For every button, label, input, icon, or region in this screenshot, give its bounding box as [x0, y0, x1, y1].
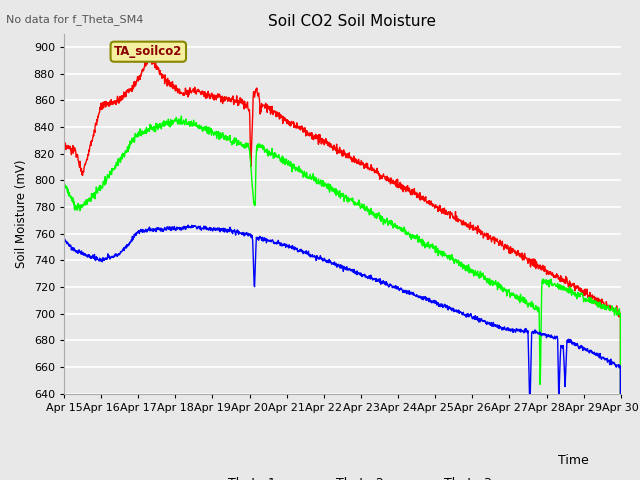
Text: Time: Time — [558, 454, 589, 467]
Theta 2 — [177, 113, 185, 119]
Theta 1 — [297, 125, 305, 131]
Theta 2 — [60, 180, 68, 186]
Line: Theta 3: Theta 3 — [64, 225, 621, 480]
Theta 3 — [103, 256, 111, 262]
Theta 2 — [378, 218, 385, 224]
Theta 3 — [60, 234, 68, 240]
Text: TA_soilco2: TA_soilco2 — [114, 45, 182, 58]
Text: Soil CO2 Soil Moisture: Soil CO2 Soil Moisture — [268, 14, 436, 29]
Theta 3 — [126, 239, 134, 245]
Theta 1 — [318, 136, 326, 142]
Legend: Theta 1, Theta 2, Theta 3: Theta 1, Theta 2, Theta 3 — [188, 472, 497, 480]
Text: No data for f_Theta_SM4: No data for f_Theta_SM4 — [6, 14, 144, 25]
Line: Theta 1: Theta 1 — [64, 57, 621, 480]
Theta 1 — [308, 136, 316, 142]
Theta 2 — [318, 179, 326, 184]
Theta 3 — [184, 222, 192, 228]
Theta 2 — [297, 166, 305, 172]
Theta 2 — [126, 143, 134, 148]
Theta 1 — [60, 141, 68, 146]
Y-axis label: Soil Moisture (mV): Soil Moisture (mV) — [15, 159, 28, 268]
Theta 3 — [378, 278, 385, 284]
Theta 1 — [103, 100, 111, 106]
Theta 1 — [126, 88, 134, 94]
Theta 2 — [308, 175, 316, 181]
Theta 2 — [103, 175, 111, 181]
Line: Theta 2: Theta 2 — [64, 116, 621, 480]
Theta 3 — [318, 257, 326, 263]
Theta 3 — [308, 254, 316, 260]
Theta 1 — [378, 174, 385, 180]
Theta 3 — [297, 247, 305, 252]
Theta 1 — [148, 54, 156, 60]
